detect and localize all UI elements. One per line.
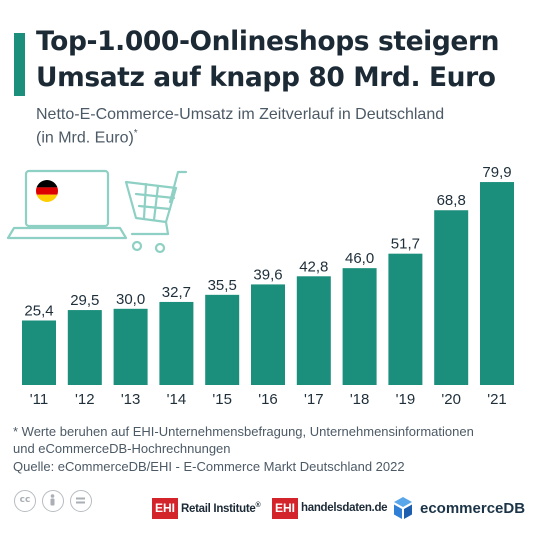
x-tick-label-9: '20 <box>441 391 461 408</box>
x-tick-labels-group: '11 '12 '13 '14 '15 '16 '17 '18 '19 '20 '21 <box>30 391 507 408</box>
bar-4 <box>205 294 240 385</box>
bars-group <box>22 182 514 385</box>
bar-5 <box>251 284 285 385</box>
x-tick-label-10: '21 <box>487 391 507 408</box>
bar-2 <box>113 308 148 385</box>
handelsdaten-text: handelsdaten.de <box>301 502 388 514</box>
x-tick-label-3: '14 <box>167 391 187 408</box>
bar-3 <box>159 301 194 385</box>
x-tick-label-2: '13 <box>121 391 141 408</box>
page-subtitle: Netto-E-Commerce-Umsatz im Zeitverlauf i… <box>36 105 531 147</box>
footnote-line-2: und eCommerceDB-Hochrechnungen <box>13 440 231 456</box>
x-tick-label-7: '18 <box>350 391 370 408</box>
x-tick-label-0: '11 <box>30 391 48 408</box>
ehi-box-2: EHI <box>272 497 299 519</box>
by-person-icon[interactable] <box>42 490 64 512</box>
value-label-2: 30,0 <box>116 291 145 308</box>
value-label-0: 25,4 <box>24 302 53 319</box>
page-title: Top-1.000-Onlineshops steigern Umsatz au… <box>36 24 531 96</box>
ecommercedb-cube-icon <box>394 497 412 519</box>
x-tick-label-5: '16 <box>258 391 278 408</box>
bar-6 <box>296 276 331 385</box>
value-label-10: 79,9 <box>482 164 511 181</box>
title-line-1: Top-1.000-Onlineshops steigern <box>36 26 500 57</box>
value-label-5: 39,6 <box>253 266 282 283</box>
ehi-retail-mark: ® <box>255 501 261 509</box>
source-note: Quelle: eCommerceDB/EHI - E-Commerce Mar… <box>13 459 405 474</box>
cc-icon[interactable]: cc <box>14 490 36 512</box>
value-label-6: 42,8 <box>299 258 328 275</box>
value-label-4: 35,5 <box>208 277 237 294</box>
germany-flag-icon <box>36 180 58 202</box>
footnote-line-1: * Werte beruhen auf EHI-Unternehmensbefr… <box>13 424 474 439</box>
value-label-1: 29,5 <box>70 292 99 309</box>
value-label-8: 51,7 <box>391 236 420 253</box>
bar-8 <box>388 253 423 385</box>
ehi-handelsdaten-logo[interactable]: EHI handelsdaten.de <box>272 495 388 521</box>
footnote: * Werte beruhen auf EHI-Unternehmensbefr… <box>13 424 528 457</box>
subtitle-unit: (in Mrd. Euro) <box>36 129 134 147</box>
bar-chart: 25,4 29,5 30,0 32,7 35,5 39,6 42,8 46,0 51,7 68,8… <box>6 164 514 408</box>
laptop-icon <box>6 169 128 240</box>
subtitle-line-1: Netto-E-Commerce-Umsatz im Zeitverlauf i… <box>36 106 445 123</box>
subtitle-line-2: (in Mrd. Euro)* <box>36 124 531 147</box>
bar-0 <box>22 320 56 385</box>
bar-10 <box>480 182 514 385</box>
x-tick-label-1: '12 <box>75 391 95 408</box>
bar-1 <box>67 310 102 385</box>
x-tick-label-6: '17 <box>304 391 324 408</box>
title-accent-bar <box>14 33 25 96</box>
ecommercedb-text: ecommerceDB <box>420 499 526 517</box>
ehi-retail-logo[interactable]: EHI Retail Institute® <box>152 495 261 521</box>
ecommercedb-logo[interactable]: ecommerceDB <box>392 495 525 521</box>
value-label-3: 32,7 <box>162 284 191 301</box>
x-tick-label-8: '19 <box>396 391 416 408</box>
ehi-retail-name: Retail Institute <box>181 502 256 515</box>
x-tick-label-4: '15 <box>212 391 232 408</box>
ehi-retail-text: Retail Institute® <box>181 501 261 515</box>
ehi-box: EHI <box>152 497 179 519</box>
bar-7 <box>342 268 377 385</box>
value-label-9: 68,8 <box>437 192 466 209</box>
shopping-cart-icon <box>124 170 188 254</box>
title-line-2: Umsatz auf knapp 80 Mrd. Euro <box>36 62 496 93</box>
subtitle-footnote-mark: * <box>133 128 138 139</box>
value-label-7: 46,0 <box>345 250 374 267</box>
value-labels-group: 25,4 29,5 30,0 32,7 35,5 39,6 42,8 46,0 51,7 68,8… <box>24 164 511 319</box>
bar-9 <box>434 210 469 385</box>
nd-equals-icon[interactable] <box>70 490 92 512</box>
